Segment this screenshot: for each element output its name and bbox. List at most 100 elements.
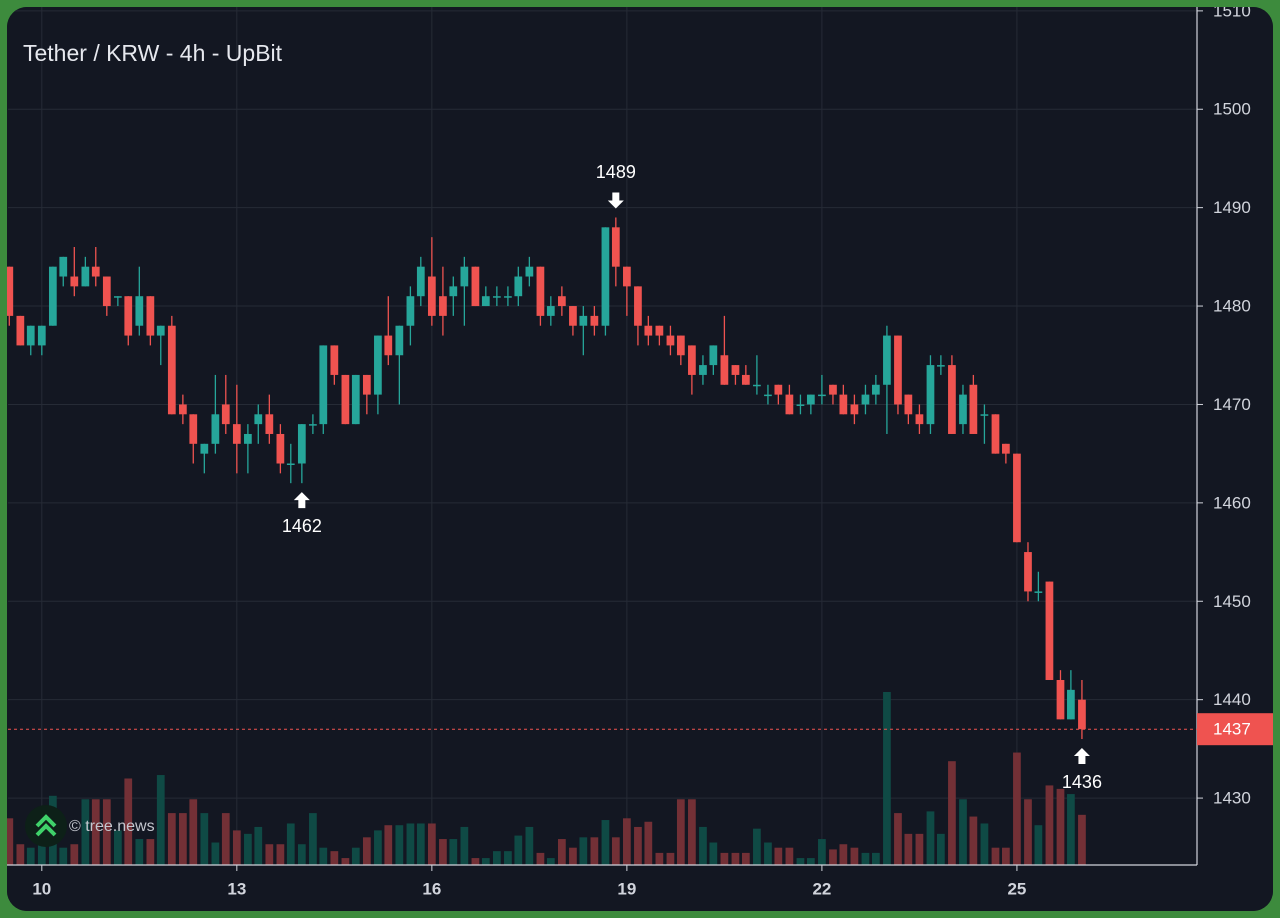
volume-bar [785, 847, 794, 865]
candle-body [351, 374, 360, 425]
volume-bar [894, 813, 902, 865]
volume-bar [1067, 794, 1075, 865]
volume-bar [341, 858, 350, 865]
volume-bar [536, 852, 545, 865]
candle-body [124, 296, 133, 336]
volume-bar [1056, 788, 1065, 865]
candle-body [948, 365, 956, 434]
volume-bar [601, 820, 610, 865]
volume-bar [699, 826, 707, 865]
volume-bar [460, 826, 469, 865]
candle-body [16, 315, 25, 346]
volume-bar [709, 842, 718, 865]
volume-bar [959, 799, 967, 865]
candle-body [644, 325, 653, 336]
candle-body [709, 345, 718, 366]
candle-body [189, 414, 198, 444]
volume-bar [774, 847, 783, 865]
candle-body [753, 384, 761, 387]
volume-bar [26, 847, 35, 865]
volume-bar [655, 852, 664, 865]
candle-body [221, 404, 230, 425]
volume-bar [948, 761, 956, 865]
volume-bar [829, 849, 837, 865]
y-tick-label: 1450 [1213, 592, 1251, 611]
candle-body [70, 276, 79, 287]
volume-bar [676, 799, 685, 865]
axes: 1430 1440 1450 1460 1470 1480 1490 1500 1510 10 13… [8, 7, 1273, 898]
volume-bar [189, 799, 198, 865]
candle-body [167, 325, 176, 415]
candle-body [959, 394, 967, 425]
candle-body [286, 463, 295, 465]
volume-bar [590, 837, 599, 865]
volume-bar [1078, 814, 1086, 865]
candle-body [102, 276, 111, 307]
candle-body [276, 433, 285, 464]
volume-bar [265, 844, 274, 865]
volume-bar [991, 847, 1000, 865]
volume-bar [254, 826, 263, 865]
x-tick-label: 10 [32, 879, 51, 898]
watermark-logo [25, 805, 67, 847]
volume-bar [980, 823, 989, 865]
volume-bar [309, 813, 317, 865]
volume-bar [449, 839, 458, 865]
candle-body [1002, 443, 1010, 454]
volume-bar [113, 830, 122, 865]
volume-bar [839, 844, 848, 865]
volume-bar [666, 852, 675, 865]
volume-bar [634, 826, 642, 865]
volume-bar [926, 811, 935, 865]
candle-body [699, 365, 707, 375]
volume-bar [915, 833, 924, 865]
candle-body [26, 325, 35, 346]
volume-bar [969, 816, 978, 865]
volume-bar [297, 844, 306, 865]
volume-bar [330, 851, 339, 865]
candle-body [91, 266, 100, 277]
volume-bar [395, 825, 404, 865]
volume-bar [124, 778, 133, 865]
candle-body [601, 227, 610, 326]
candle-body [558, 296, 566, 307]
candle-body [156, 325, 165, 336]
candle-body [688, 345, 696, 375]
volume-bar [1034, 825, 1043, 865]
candle-body [297, 424, 306, 464]
candle-body [449, 286, 458, 297]
candle-body [504, 296, 512, 298]
volume-bar [611, 837, 620, 865]
candle-body [623, 266, 631, 287]
candle-body [265, 414, 274, 434]
volume-bar [741, 852, 750, 865]
annotation-label: 1436 [1062, 772, 1102, 792]
candle-body [915, 414, 924, 425]
annotation-arrow [293, 492, 310, 509]
volume-bar [492, 851, 501, 865]
volume-bar [1024, 799, 1032, 865]
candle-body [525, 266, 534, 277]
x-tick-label: 19 [617, 879, 636, 898]
candle-body [330, 345, 339, 375]
volume-bar [731, 852, 740, 865]
y-tick-label: 1480 [1213, 297, 1251, 316]
candle-body [81, 266, 90, 287]
volume-bar [720, 852, 729, 865]
volume-bar [102, 799, 111, 865]
volume-bar [546, 858, 555, 865]
candle-body [991, 414, 1000, 454]
candle-body [676, 335, 685, 356]
candle-body [113, 296, 122, 298]
annotation-arrow [1073, 748, 1090, 765]
volume-bar [558, 839, 566, 865]
volume-bar [861, 852, 870, 865]
volume-bar [276, 844, 285, 865]
candle-body [894, 335, 902, 405]
volume-bar [37, 833, 46, 865]
candle-body [341, 374, 350, 425]
y-tick-label: 1460 [1213, 493, 1251, 512]
candle-body [244, 433, 252, 444]
volume-bar [91, 799, 100, 865]
chart-frame: 1430 1440 1450 1460 1470 1480 1490 1500 1510 10 13… [7, 7, 1273, 911]
